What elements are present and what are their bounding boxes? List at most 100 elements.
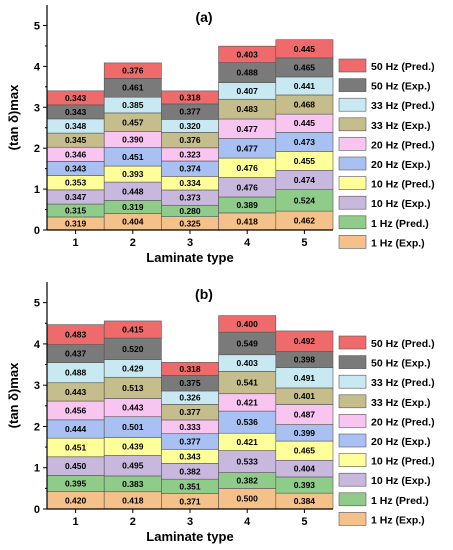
x-tick-label: 4 [244, 237, 251, 249]
data-label: 0.541 [237, 378, 259, 388]
data-label: 0.407 [237, 86, 259, 96]
bar-segment [103, 62, 162, 79]
data-label: 0.483 [237, 104, 259, 114]
x-tick-label: 3 [187, 516, 193, 528]
data-label: 0.513 [122, 383, 144, 393]
data-label: 0.319 [65, 218, 87, 228]
legend-swatch [338, 195, 367, 210]
x-tick-label: 2 [130, 237, 136, 249]
legend-swatch [338, 78, 367, 92]
data-label: 0.443 [122, 403, 144, 413]
panel-a: 0.319 0.315 0.347 0.353 0.343 0.346 0.345 0.348… [6, 5, 435, 265]
data-label: 0.343 [65, 93, 87, 103]
data-label: 0.325 [179, 218, 201, 228]
data-label: 0.501 [122, 422, 144, 432]
data-label: 0.445 [294, 118, 316, 128]
panel-label: (b) [195, 286, 213, 302]
data-label: 0.384 [294, 496, 316, 506]
x-tick-label: 3 [187, 237, 193, 249]
data-label: 0.421 [237, 397, 259, 407]
legend-swatch [338, 394, 367, 409]
legend-swatch [338, 215, 367, 230]
data-label: 0.334 [179, 178, 201, 188]
legend-label: 33 Hz (Pred.) [371, 377, 435, 389]
legend-label: 20 Hz (Exp.) [371, 436, 431, 448]
data-label: 0.404 [122, 217, 144, 227]
data-label: 0.483 [65, 330, 87, 340]
y-tick-label: 1 [34, 463, 40, 475]
data-label: 0.468 [294, 100, 316, 110]
data-label: 0.398 [294, 354, 316, 364]
y-tick-label: 3 [34, 380, 40, 392]
legend-swatch [338, 374, 367, 389]
data-label: 0.333 [179, 422, 201, 432]
data-label: 0.403 [237, 358, 259, 368]
data-label: 0.395 [65, 479, 87, 489]
data-label: 0.382 [179, 466, 201, 476]
data-label: 0.418 [237, 216, 259, 226]
data-label: 0.429 [122, 363, 144, 373]
data-label: 0.393 [294, 480, 316, 490]
bar-segment [103, 320, 162, 339]
data-label: 0.389 [237, 200, 259, 210]
legend-swatch [338, 414, 367, 428]
data-label: 0.351 [179, 481, 201, 491]
x-tick-label: 5 [301, 237, 307, 249]
legend-label: 10 Hz (Exp.) [371, 198, 431, 210]
legend-label: 20 Hz (Exp.) [371, 159, 431, 171]
x-tick-label: 2 [130, 516, 136, 528]
data-label: 0.376 [179, 135, 201, 145]
data-label: 0.520 [122, 344, 144, 354]
data-label: 0.403 [237, 49, 259, 59]
legend-label: 10 Hz (Pred.) [371, 456, 435, 468]
legend-label: 1 Hz (Pred.) [371, 218, 429, 230]
data-label: 0.390 [122, 135, 144, 145]
legend-swatch [338, 137, 367, 151]
data-label: 0.487 [294, 410, 316, 420]
data-label: 0.456 [65, 405, 87, 415]
legend-label: 20 Hz (Pred.) [371, 139, 435, 151]
legend: 50 Hz (Pred.) 50 Hz (Exp.) 33 Hz (Pred.) 33… [338, 58, 435, 249]
legend-label: 50 Hz (Pred.) [371, 338, 435, 350]
legend-swatch [338, 433, 367, 448]
x-axis-title: Laminate type [146, 529, 233, 544]
data-label: 0.524 [294, 195, 316, 205]
data-label: 0.461 [122, 83, 144, 93]
legend-swatch [338, 58, 367, 73]
legend-swatch [338, 335, 367, 350]
data-label: 0.374 [179, 164, 201, 174]
legend-label: 50 Hz (Pred.) [371, 61, 435, 73]
data-label: 0.353 [65, 178, 87, 188]
legend-swatch [338, 355, 367, 369]
data-label: 0.450 [65, 461, 87, 471]
data-label: 0.343 [65, 163, 87, 173]
y-tick-label: 2 [34, 143, 40, 155]
data-label: 0.319 [122, 202, 144, 212]
data-label: 0.420 [65, 495, 87, 505]
y-tick-label: 2 [34, 421, 40, 433]
legend-label: 33 Hz (Exp.) [371, 120, 431, 132]
data-label: 0.415 [122, 325, 144, 335]
y-tick-label: 1 [34, 184, 40, 196]
legend-swatch [338, 156, 367, 171]
x-tick-label: 5 [301, 516, 307, 528]
data-label: 0.280 [179, 206, 201, 216]
y-axis-title: (tan δ)max [6, 362, 21, 428]
legend-swatch [338, 117, 367, 132]
data-label: 0.393 [122, 169, 144, 179]
panel-b: 0.420 0.395 0.450 0.451 0.444 0.456 0.443 0.488… [6, 282, 435, 544]
data-label: 0.457 [122, 117, 144, 127]
data-label: 0.488 [237, 68, 259, 78]
data-label: 0.343 [65, 107, 87, 117]
data-label: 0.326 [179, 393, 201, 403]
data-label: 0.421 [237, 437, 259, 447]
data-label: 0.347 [65, 192, 87, 202]
data-label: 0.400 [237, 319, 259, 329]
legend-label: 1 Hz (Exp.) [371, 514, 425, 526]
data-label: 0.399 [294, 428, 316, 438]
data-label: 0.549 [237, 338, 259, 348]
data-label: 0.445 [294, 44, 316, 54]
y-tick-label: 5 [34, 298, 40, 310]
y-tick-label: 0 [34, 504, 40, 516]
